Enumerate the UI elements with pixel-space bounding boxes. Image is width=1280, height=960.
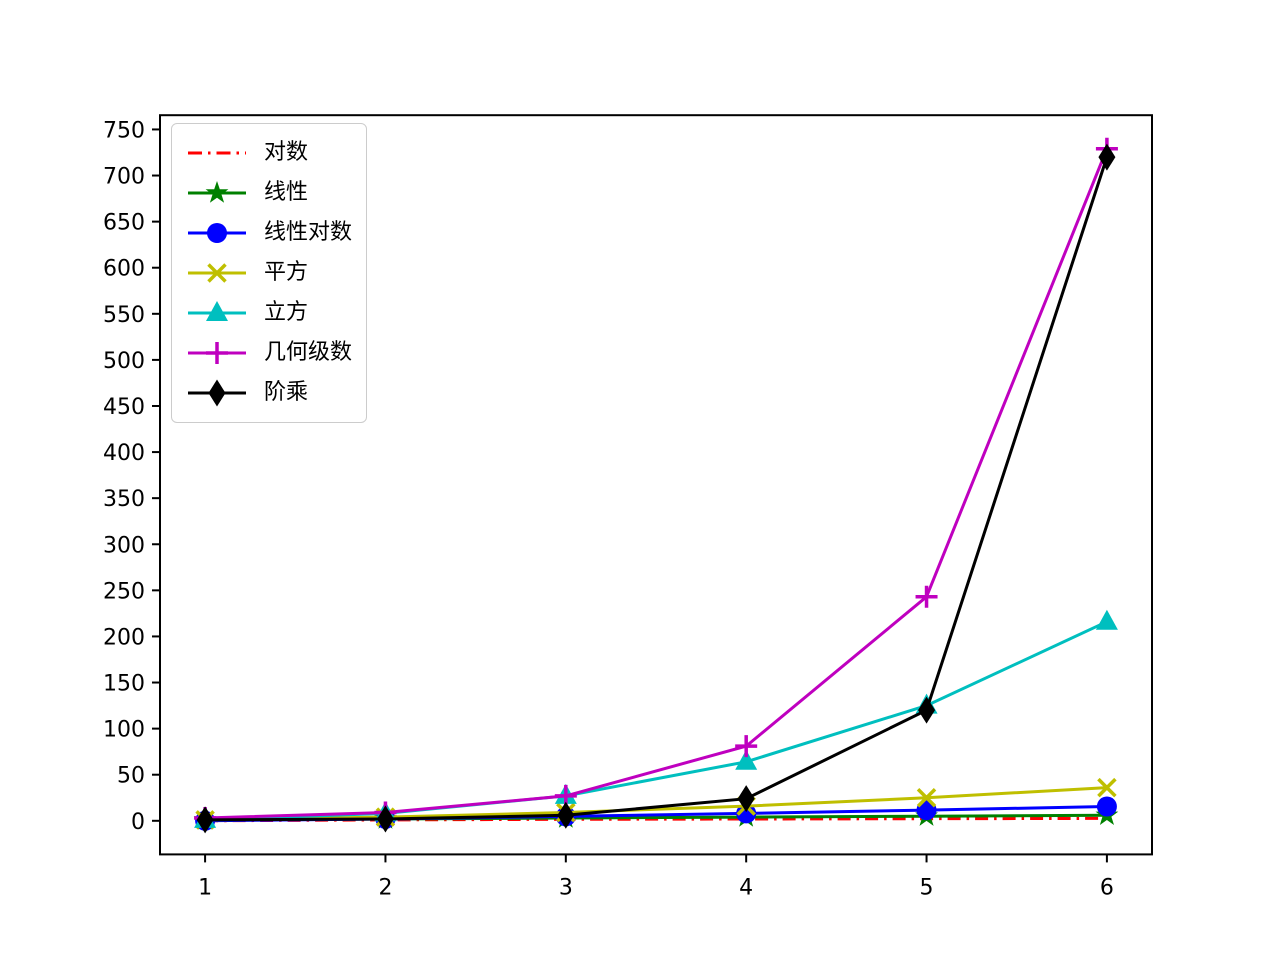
y-tick-label-10: 500 — [103, 349, 145, 374]
y-tick-label-7: 350 — [103, 487, 145, 512]
series-line-6 — [205, 156, 1109, 822]
legend-sample-2-circle-icon — [188, 223, 246, 243]
legend-sample-4-triangle-up-icon — [188, 301, 246, 321]
y-tick-label-15: 750 — [103, 118, 145, 143]
y-tick-label-4: 200 — [103, 625, 145, 650]
legend-label-3: 平方 — [264, 260, 309, 285]
legend-item-4: 立方 — [186, 293, 352, 333]
y-tick-label-3: 150 — [103, 672, 145, 697]
series-markers-6 — [196, 143, 1116, 834]
legend-label-2: 线性对数 — [264, 220, 353, 245]
legend-sample-3-x-icon — [188, 263, 246, 283]
y-tick-label-0: 0 — [131, 810, 145, 835]
legend-sample-6-diamond-icon — [188, 379, 246, 407]
legend-item-2: 线性对数 — [186, 213, 352, 253]
y-tick-label-5: 250 — [103, 579, 145, 604]
y-tick-label-6: 300 — [103, 533, 145, 558]
y-tick-label-12: 600 — [103, 257, 145, 282]
legend-label-5: 几何级数 — [264, 340, 353, 365]
legend-item-1: 线性 — [186, 173, 352, 213]
legend-item-6: 阶乘 — [186, 373, 352, 413]
legend: 对数线性线性对数平方立方几何级数阶乘 — [171, 123, 368, 423]
y-tick-label-1: 50 — [117, 764, 145, 789]
legend-sample-0-none-icon — [188, 151, 246, 155]
y-tick-label-9: 450 — [103, 395, 145, 420]
y-tick-label-8: 400 — [103, 441, 145, 466]
plot-frame — [159, 114, 1153, 856]
x-tick-label-5: 6 — [1100, 875, 1114, 900]
x-tick-label-2: 3 — [559, 875, 573, 900]
series-line-4 — [205, 620, 1108, 822]
series-line-3 — [205, 786, 1107, 822]
legend-item-0: 对数 — [186, 133, 352, 173]
legend-label-4: 立方 — [264, 300, 309, 325]
x-tick-label-1: 2 — [378, 875, 392, 900]
legend-label-1: 线性 — [264, 180, 309, 205]
y-tick-label-2: 100 — [103, 718, 145, 743]
legend-label-0: 对数 — [264, 140, 309, 165]
y-tick-label-11: 550 — [103, 303, 145, 328]
x-tick-label-3: 4 — [739, 875, 753, 900]
legend-item-5: 几何级数 — [186, 333, 352, 373]
y-tick-label-13: 650 — [103, 211, 145, 236]
legend-sample-5-plus-icon — [188, 342, 246, 364]
legend-sample-1-star-icon — [188, 181, 246, 203]
x-tick-label-0: 1 — [198, 875, 212, 900]
series-line-5 — [205, 148, 1109, 820]
series-6 — [196, 143, 1116, 834]
y-tick-label-14: 700 — [103, 165, 145, 190]
legend-item-3: 平方 — [186, 253, 352, 293]
legend-label-6: 阶乘 — [264, 380, 309, 405]
x-tick-label-4: 5 — [920, 875, 934, 900]
